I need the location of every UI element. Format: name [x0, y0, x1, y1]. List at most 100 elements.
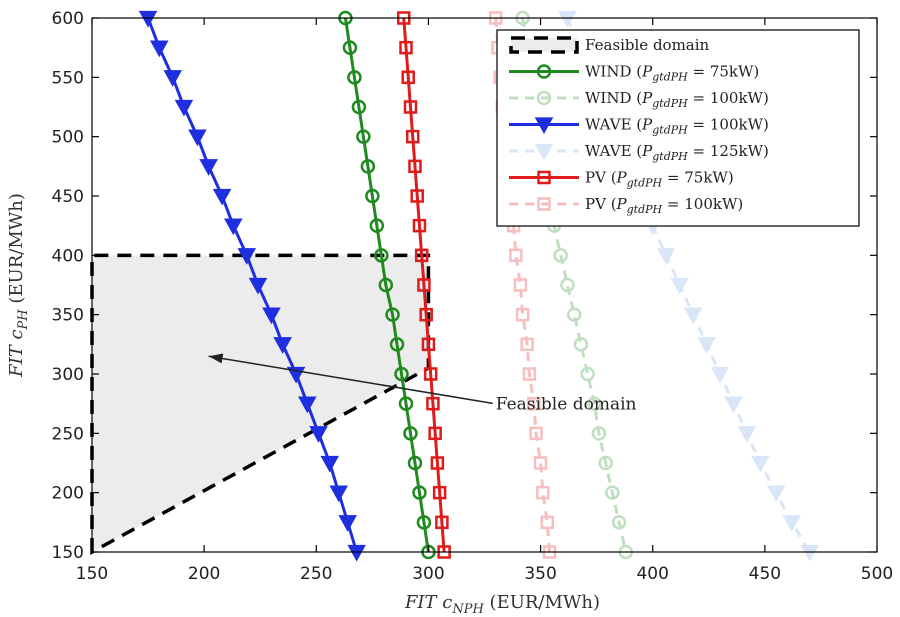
series-2-point-13 [298, 396, 317, 414]
legend-swatch-5 [509, 170, 579, 185]
legend-label-2: WIND (PgtdPH = 100kW) [585, 89, 769, 110]
x-tick-label-6: 450 [749, 564, 781, 584]
legend-item-0: Feasible domain [509, 36, 710, 54]
series-1-point-8 [553, 248, 569, 263]
legend: Feasible domain WIND (PgtdPH = 75kW) WIND … [496, 29, 860, 227]
series-2-point-18 [347, 544, 366, 562]
y-tick-label-1: 200 [52, 484, 84, 504]
series-1-point-9 [560, 277, 575, 293]
series-4-point-15 [430, 456, 445, 470]
series-1-point-12 [580, 366, 595, 382]
series-0-point-14 [403, 426, 418, 441]
legend-swatch-marker-2 [536, 90, 552, 106]
series-1-point-17 [611, 515, 627, 530]
annotation-label: Feasible domain [496, 394, 637, 414]
series-4-point-3 [403, 100, 418, 114]
series-1-point-15 [598, 455, 613, 471]
series-0-point-13 [398, 396, 414, 411]
series-3-point-10 [683, 307, 703, 325]
legend-label-1: WIND (PgtdPH = 75kW) [585, 63, 759, 84]
y-tick-label-9: 600 [52, 9, 84, 29]
legend-swatch-6 [509, 197, 579, 211]
legend-swatch-1 [509, 64, 579, 79]
x-tick-label-5: 400 [636, 564, 668, 584]
series-5-point-11 [520, 337, 534, 352]
series-1-point-16 [605, 485, 620, 500]
series-2-point-7 [224, 218, 243, 236]
x-tick-label-3: 300 [412, 564, 444, 584]
legend-item-6: PV (PgtdPH = 100kW) [509, 195, 743, 216]
series-0-point-5 [360, 159, 376, 174]
legend-swatch-marker-6 [537, 197, 551, 211]
series-3-point-12 [710, 366, 730, 384]
series-1-point-14 [591, 426, 607, 441]
legend-item-1: WIND (PgtdPH = 75kW) [509, 63, 759, 84]
series-2-point-14 [309, 426, 328, 443]
annotation-arrow-head [208, 353, 224, 364]
series-1-point-10 [566, 307, 582, 322]
legend-label-3: WAVE (PgtdPH = 100kW) [585, 116, 769, 137]
y-tick-label-6: 450 [52, 187, 84, 207]
y-tick-label-0: 150 [52, 543, 84, 563]
series-5-point-12 [522, 367, 537, 381]
series-1-point-13 [587, 396, 602, 411]
series-2-point-1 [150, 40, 169, 58]
series-0-point-11 [389, 337, 405, 352]
series-line-1 [521, 17, 628, 553]
series-3-point-13 [724, 396, 743, 414]
series-4-point-13 [426, 396, 440, 411]
series-4-point-9 [417, 278, 431, 292]
series-0-point-6 [365, 188, 380, 204]
series-4-point-8 [414, 248, 429, 263]
feasible-domain-layer [90, 253, 431, 555]
series-0-point-12 [394, 366, 409, 382]
series-4-point-7 [412, 218, 427, 233]
x-tick-label-4: 350 [524, 564, 556, 584]
series-5-point-16 [536, 485, 550, 500]
series-0-point-7 [369, 218, 385, 233]
series-4-point-12 [423, 367, 438, 381]
legend-swatch-marker-5 [537, 170, 551, 185]
series-0-point-17 [416, 515, 432, 530]
series-3-point-11 [697, 337, 716, 354]
series-2-point-11 [273, 337, 292, 354]
series-2-point-9 [248, 277, 268, 295]
x-axis-label: FIT cNPH (EUR/MWh) [404, 592, 600, 617]
series-2-point-16 [329, 485, 348, 503]
series-4-point-16 [432, 485, 447, 500]
legend-swatch-marker-3 [534, 117, 554, 135]
series-0-point-8 [374, 248, 389, 263]
series-3-point-15 [751, 455, 770, 473]
annotation-layer: Feasible domain [208, 353, 637, 414]
series-4-point-1 [399, 40, 413, 55]
feasible-domain-region [90, 253, 431, 555]
series-0-point-10 [385, 307, 400, 322]
legend-box [496, 29, 860, 227]
legend-label-6: PV (PgtdPH = 100kW) [585, 195, 743, 216]
legend-item-5: PV (PgtdPH = 75kW) [509, 169, 734, 190]
series-line-4 [402, 17, 446, 553]
x-tick-label-1: 200 [188, 564, 220, 584]
legend-swatch-4 [509, 143, 579, 161]
series-0-point-4 [356, 129, 371, 144]
series-5-point-10 [515, 307, 530, 322]
y-tick-label-8: 550 [52, 68, 84, 88]
series-2-point-8 [237, 248, 257, 265]
series-3-point-9 [670, 277, 689, 295]
series-4-point-5 [408, 159, 422, 174]
series-0-point-16 [412, 485, 427, 500]
series-3-point-0 [558, 10, 577, 28]
series-2-point-6 [212, 188, 232, 206]
series-5-point-17 [540, 515, 555, 530]
legend-label-4: WAVE (PgtdPH = 125kW) [585, 142, 769, 163]
axes-layer: 150 200 250 300 350 400 450 500 150 200 250 300 350 4… [6, 9, 893, 617]
series-4-point-2 [401, 70, 415, 85]
y-tick-label-7: 500 [52, 128, 84, 148]
series-3-point-8 [656, 248, 676, 265]
series-line-0 [343, 17, 430, 553]
legend-label-5: PV (PgtdPH = 75kW) [585, 169, 734, 190]
series-4-point-4 [405, 129, 420, 144]
series-2-point-4 [188, 129, 207, 147]
legend-item-4: WAVE (PgtdPH = 125kW) [509, 142, 769, 163]
